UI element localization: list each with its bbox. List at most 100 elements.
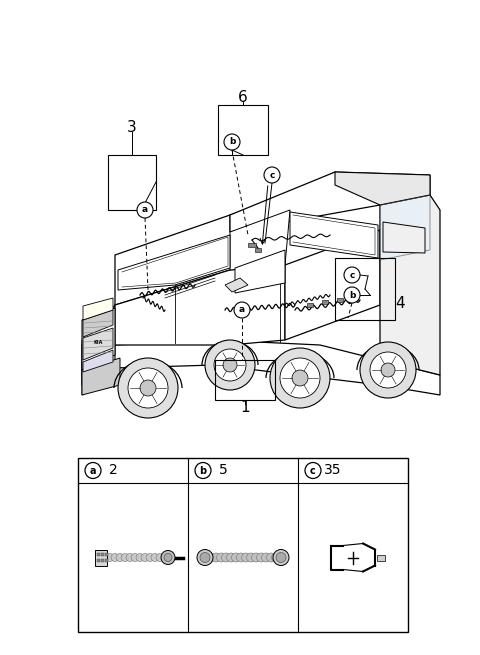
Circle shape (280, 358, 320, 398)
Circle shape (140, 380, 156, 396)
Polygon shape (83, 350, 113, 372)
Polygon shape (380, 195, 430, 260)
Polygon shape (232, 176, 332, 228)
Text: KIA: KIA (93, 341, 103, 345)
Text: a: a (239, 305, 245, 314)
Circle shape (241, 553, 251, 562)
Circle shape (231, 553, 240, 562)
Circle shape (270, 348, 330, 408)
Circle shape (136, 553, 144, 561)
Bar (96, 559, 99, 562)
Bar (108, 155, 156, 210)
Circle shape (234, 302, 250, 318)
Circle shape (272, 553, 280, 562)
Circle shape (118, 358, 178, 418)
Text: b: b (229, 138, 235, 147)
Polygon shape (230, 172, 430, 232)
Polygon shape (383, 222, 425, 253)
Text: 35: 35 (324, 464, 342, 477)
Circle shape (216, 553, 226, 562)
Polygon shape (82, 340, 115, 385)
Circle shape (360, 342, 416, 398)
Polygon shape (82, 305, 115, 365)
Text: 4: 4 (395, 297, 405, 312)
Polygon shape (82, 368, 118, 395)
Circle shape (223, 358, 237, 372)
Circle shape (206, 553, 216, 562)
Circle shape (221, 553, 230, 562)
Circle shape (121, 553, 129, 561)
Circle shape (264, 167, 280, 183)
Circle shape (344, 287, 360, 303)
Polygon shape (83, 298, 113, 320)
Circle shape (164, 553, 172, 561)
Circle shape (305, 462, 321, 479)
Circle shape (128, 368, 168, 408)
Text: 1: 1 (240, 400, 250, 415)
Polygon shape (115, 265, 285, 345)
Circle shape (212, 553, 220, 562)
Circle shape (200, 553, 210, 563)
Circle shape (197, 550, 213, 565)
Bar (105, 553, 108, 556)
Circle shape (266, 553, 276, 562)
Bar (337, 298, 343, 302)
Circle shape (161, 550, 175, 565)
Circle shape (101, 553, 109, 561)
Text: 3: 3 (127, 121, 137, 136)
Bar (96, 553, 99, 556)
Text: c: c (349, 271, 355, 280)
Bar (335, 258, 395, 320)
Circle shape (256, 553, 265, 562)
Text: 6: 6 (238, 90, 248, 105)
Polygon shape (82, 340, 440, 395)
Circle shape (381, 363, 395, 377)
Circle shape (370, 352, 406, 388)
Bar (215, 360, 275, 400)
Polygon shape (225, 278, 248, 292)
Circle shape (205, 340, 255, 390)
Circle shape (276, 553, 286, 563)
Circle shape (224, 134, 240, 150)
Circle shape (116, 553, 124, 561)
Circle shape (344, 267, 360, 283)
Circle shape (262, 553, 271, 562)
Text: 2: 2 (108, 464, 118, 477)
Text: b: b (199, 466, 206, 476)
Circle shape (227, 553, 236, 562)
Bar (377, 555, 385, 561)
Circle shape (85, 462, 101, 479)
Circle shape (292, 370, 308, 386)
Bar (78, 458, 408, 632)
Polygon shape (82, 308, 115, 370)
Circle shape (146, 553, 154, 561)
Polygon shape (380, 195, 440, 375)
Circle shape (137, 202, 153, 218)
Circle shape (252, 553, 261, 562)
Circle shape (195, 462, 211, 479)
Polygon shape (235, 250, 285, 293)
Circle shape (247, 553, 255, 562)
Polygon shape (230, 172, 335, 232)
Text: c: c (269, 170, 275, 179)
Circle shape (106, 553, 114, 561)
Bar (248, 243, 256, 247)
Polygon shape (335, 172, 430, 205)
Bar (352, 296, 358, 300)
Bar (322, 300, 328, 304)
Bar (100, 553, 104, 556)
Polygon shape (118, 235, 230, 290)
Text: 5: 5 (218, 464, 228, 477)
Polygon shape (83, 328, 113, 360)
Bar (100, 559, 104, 562)
Polygon shape (115, 215, 285, 305)
Polygon shape (285, 230, 380, 340)
Circle shape (237, 553, 245, 562)
Circle shape (126, 553, 134, 561)
Bar (105, 559, 108, 562)
Bar (255, 248, 261, 252)
Text: a: a (142, 206, 148, 214)
Polygon shape (83, 310, 113, 337)
Text: c: c (310, 466, 316, 476)
Polygon shape (230, 210, 290, 270)
